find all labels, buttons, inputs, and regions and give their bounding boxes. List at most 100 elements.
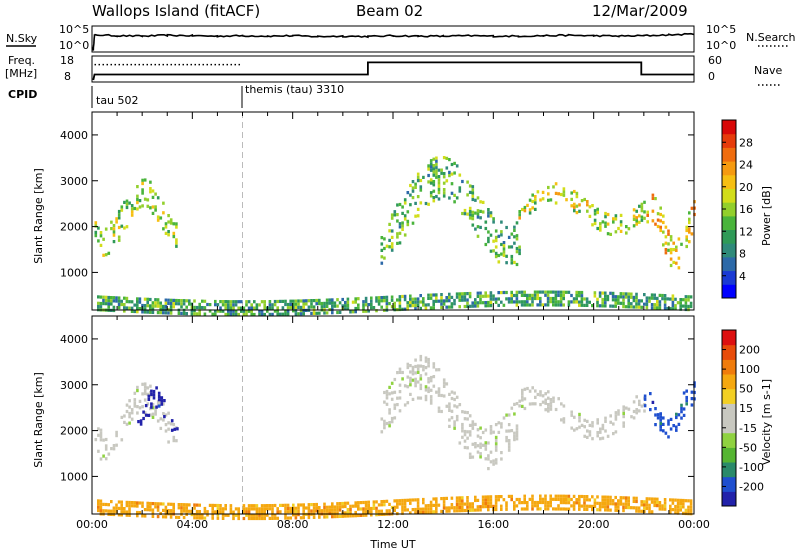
data-cell bbox=[674, 297, 677, 301]
data-cell bbox=[406, 301, 409, 305]
data-cell bbox=[635, 395, 638, 399]
data-cell bbox=[560, 418, 563, 422]
data-cell bbox=[656, 306, 659, 310]
data-cell bbox=[414, 371, 417, 375]
data-cell bbox=[125, 504, 129, 508]
data-cell bbox=[588, 214, 592, 218]
y-tick-label: 3000 bbox=[60, 175, 88, 188]
data-cell bbox=[611, 502, 615, 506]
data-cell bbox=[632, 299, 636, 303]
data-cell bbox=[375, 509, 378, 514]
data-cell bbox=[591, 304, 594, 308]
data-cell bbox=[463, 429, 467, 434]
y-tick-label: 2000 bbox=[60, 221, 88, 234]
data-cell bbox=[453, 423, 456, 427]
data-cell bbox=[143, 385, 147, 389]
data-cell bbox=[117, 216, 121, 220]
data-cell bbox=[302, 503, 305, 507]
data-cell bbox=[654, 407, 657, 411]
data-cell bbox=[609, 502, 612, 506]
data-cell bbox=[245, 510, 248, 514]
data-cell bbox=[578, 290, 581, 295]
colorbar-swatch bbox=[722, 174, 736, 189]
data-cell bbox=[422, 303, 425, 307]
data-cell bbox=[346, 511, 350, 515]
data-cell bbox=[266, 309, 269, 313]
colorbar-swatch bbox=[722, 133, 736, 148]
colorbar-swatch bbox=[722, 447, 736, 463]
data-cell bbox=[638, 214, 641, 218]
data-cell bbox=[435, 293, 438, 297]
data-cell bbox=[632, 416, 636, 420]
data-cell bbox=[653, 296, 656, 300]
data-cell bbox=[333, 505, 337, 509]
data-cell bbox=[471, 213, 475, 218]
data-cell bbox=[671, 300, 675, 304]
data-cell bbox=[677, 422, 681, 426]
data-cell bbox=[104, 253, 108, 257]
data-cell bbox=[224, 306, 227, 310]
data-cell bbox=[554, 201, 558, 205]
data-cell bbox=[614, 295, 617, 299]
data-cell bbox=[97, 427, 100, 431]
data-cell bbox=[507, 448, 511, 452]
data-cell bbox=[221, 309, 225, 313]
data-cell bbox=[476, 450, 480, 454]
data-cell bbox=[110, 296, 113, 300]
data-cell bbox=[671, 501, 675, 505]
data-cell bbox=[455, 499, 459, 503]
data-cell bbox=[676, 498, 680, 502]
data-cell bbox=[362, 500, 365, 505]
data-cell bbox=[130, 309, 134, 313]
data-cell bbox=[500, 233, 503, 237]
data-cell bbox=[276, 510, 279, 514]
data-cell bbox=[521, 207, 524, 212]
data-cell bbox=[533, 293, 537, 297]
data-cell bbox=[656, 500, 659, 504]
data-cell bbox=[414, 300, 417, 304]
data-cell bbox=[481, 495, 485, 499]
data-cell bbox=[156, 508, 160, 512]
data-cell bbox=[115, 299, 118, 303]
data-cell bbox=[128, 405, 131, 409]
data-cell bbox=[294, 516, 298, 520]
data-cell bbox=[398, 222, 402, 226]
data-cell bbox=[679, 505, 682, 509]
data-cell bbox=[497, 297, 500, 301]
data-cell bbox=[120, 506, 123, 511]
data-cell bbox=[588, 433, 592, 437]
data-cell bbox=[247, 300, 251, 304]
x-tick-label: 20:00 bbox=[578, 518, 610, 531]
data-cell bbox=[149, 187, 152, 191]
data-cell bbox=[123, 420, 126, 424]
data-cell bbox=[141, 382, 144, 386]
data-cell bbox=[136, 207, 139, 211]
data-cell bbox=[167, 301, 170, 305]
data-cell bbox=[429, 388, 433, 392]
data-cell bbox=[385, 402, 389, 406]
data-cell bbox=[669, 235, 673, 239]
data-cell bbox=[146, 300, 149, 305]
data-cell bbox=[167, 509, 170, 513]
data-cell bbox=[559, 494, 563, 498]
data-cell bbox=[175, 238, 178, 242]
data-cell bbox=[302, 506, 305, 510]
data-cell bbox=[492, 239, 495, 243]
data-cell bbox=[662, 416, 665, 420]
data-cell bbox=[494, 235, 498, 239]
data-cell bbox=[539, 198, 542, 202]
data-cell bbox=[659, 212, 662, 217]
data-cell bbox=[471, 185, 475, 189]
data-cell bbox=[411, 186, 415, 190]
data-cell bbox=[463, 292, 467, 296]
data-cell bbox=[502, 244, 506, 248]
data-cell bbox=[466, 180, 469, 184]
data-cell bbox=[674, 304, 677, 308]
data-cell bbox=[401, 205, 404, 209]
data-cell bbox=[141, 181, 144, 186]
data-cell bbox=[437, 503, 441, 507]
data-cell bbox=[487, 457, 490, 461]
data-cell bbox=[156, 502, 160, 506]
data-cell bbox=[492, 297, 495, 301]
data-cell bbox=[533, 296, 537, 301]
